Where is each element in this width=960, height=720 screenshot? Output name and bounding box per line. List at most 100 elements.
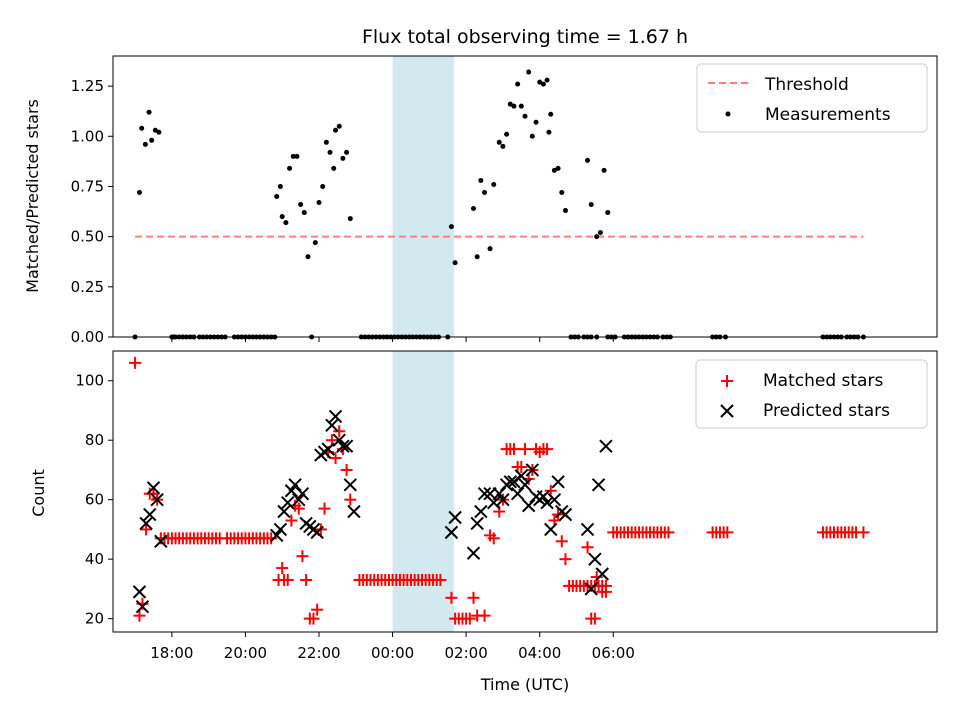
bottom-y-tick-label: 40 bbox=[85, 550, 104, 568]
predicted-star-point bbox=[154, 534, 168, 549]
predicted-star-point bbox=[514, 469, 529, 483]
measurement-point bbox=[142, 141, 148, 147]
predicted-star-point bbox=[139, 516, 153, 531]
measurement-point bbox=[471, 206, 476, 212]
predicted-star-point bbox=[448, 510, 462, 525]
bottom-y-axis-label: Count bbox=[29, 469, 48, 517]
measurement-point bbox=[298, 202, 304, 208]
predicted-star-point bbox=[591, 478, 606, 492]
measurement-point bbox=[597, 230, 603, 236]
matched-star-point bbox=[662, 526, 675, 539]
measurement-point bbox=[507, 101, 513, 107]
bottom-x-ticks: 18:00 20:00 22:00 00:00 02:00 04:00 06:00 bbox=[150, 632, 635, 662]
predicted-star-point bbox=[343, 478, 357, 492]
matched-star-point bbox=[329, 452, 342, 465]
predicted-star-point bbox=[295, 487, 310, 501]
matched-star-point bbox=[590, 570, 603, 583]
measurement-point bbox=[533, 119, 539, 125]
matched-star-point bbox=[307, 612, 320, 625]
measurement-point bbox=[562, 208, 568, 214]
top-y-tick-label: 1.00 bbox=[71, 127, 104, 145]
measurement-point bbox=[139, 125, 145, 131]
x-tick-label: 02:00 bbox=[445, 644, 488, 662]
measurement-point bbox=[540, 81, 546, 87]
measurement-point bbox=[156, 129, 162, 135]
measurement-point bbox=[548, 111, 554, 117]
top-legend: Threshold Measurements bbox=[696, 63, 928, 133]
x-tick-label: 20:00 bbox=[224, 644, 267, 662]
predicted-star-point bbox=[470, 516, 484, 531]
measurement-point bbox=[496, 139, 502, 145]
predicted-star-point bbox=[321, 442, 335, 456]
measurement-point bbox=[320, 183, 326, 189]
predicted-star-point bbox=[487, 495, 501, 510]
top-y-axis-label: Matched/Predicted stars bbox=[23, 99, 42, 293]
measurement-point bbox=[511, 103, 517, 109]
measurement-point bbox=[588, 202, 594, 208]
matched-star-point bbox=[296, 550, 309, 563]
measurement-point bbox=[522, 113, 528, 119]
predicted-star-point bbox=[284, 484, 299, 498]
bottom-y-tick-label: 60 bbox=[85, 491, 104, 509]
measurement-point bbox=[546, 129, 552, 135]
predicted-star-point bbox=[525, 463, 540, 477]
measurement-point bbox=[333, 127, 339, 133]
predicted-star-point bbox=[150, 492, 164, 507]
top-y-tick-label: 1.25 bbox=[71, 77, 104, 95]
bottom-y-tick-label: 20 bbox=[85, 610, 104, 628]
measurement-point bbox=[279, 214, 285, 220]
measurement-point bbox=[491, 181, 497, 187]
predicted-star-point bbox=[558, 507, 573, 522]
measurement-point bbox=[327, 149, 333, 155]
measurement-point bbox=[340, 155, 346, 161]
top-y-tick-label: 0.75 bbox=[71, 177, 104, 195]
bottom-legend: Matched stars Predicted stars bbox=[695, 359, 928, 429]
matched-star-point bbox=[507, 443, 520, 456]
top-y-tick-label: 0.25 bbox=[71, 278, 104, 296]
bottom-y-tick-label: 80 bbox=[85, 431, 104, 449]
legend-predicted-swatch bbox=[720, 404, 734, 418]
matched-star-point bbox=[555, 535, 568, 548]
matched-star-point bbox=[721, 526, 734, 539]
predicted-star-point bbox=[547, 492, 562, 507]
predicted-star-point bbox=[474, 504, 488, 519]
matched-star-point bbox=[300, 573, 313, 586]
predicted-star-point bbox=[143, 507, 157, 522]
x-tick-label: 18:00 bbox=[150, 644, 193, 662]
top-shaded-interval bbox=[392, 56, 454, 337]
matched-star-point bbox=[487, 532, 500, 545]
measurement-point bbox=[526, 69, 532, 75]
top-x-ticks bbox=[171, 337, 614, 342]
predicted-star-point bbox=[521, 498, 536, 513]
top-y-ticks: 0.00 0.25 0.50 0.75 1.00 1.25 bbox=[71, 77, 113, 346]
matched-star-point bbox=[857, 526, 870, 539]
measurement-point bbox=[331, 165, 337, 171]
predicted-star-point bbox=[599, 439, 613, 453]
measurement-point bbox=[347, 216, 353, 222]
measurement-point bbox=[515, 81, 521, 87]
measurement-point bbox=[323, 139, 329, 145]
predicted-star-point bbox=[146, 481, 161, 495]
measurement-point bbox=[594, 234, 600, 240]
predicted-star-point bbox=[588, 552, 602, 566]
matched-star-point bbox=[292, 502, 305, 515]
measurement-point bbox=[152, 127, 158, 133]
matched-star-point bbox=[140, 523, 153, 536]
measurement-point bbox=[316, 200, 322, 206]
measurement-point bbox=[344, 149, 350, 155]
matched-star-point bbox=[445, 591, 458, 604]
measurement-point bbox=[537, 79, 543, 85]
matched-star-point bbox=[541, 443, 554, 456]
predicted-star-point bbox=[325, 418, 339, 433]
predicted-star-point bbox=[292, 492, 306, 507]
x-tick-label: 04:00 bbox=[518, 644, 561, 662]
bottom-y-tick-label: 100 bbox=[75, 372, 104, 390]
matched-star-point bbox=[467, 591, 480, 604]
top-y-tick-label: 0.50 bbox=[71, 228, 104, 246]
matched-star-point bbox=[311, 603, 324, 616]
legend-threshold-label: Threshold bbox=[764, 75, 849, 95]
bottom-plot-marks bbox=[129, 356, 870, 625]
measurement-point bbox=[301, 210, 307, 216]
top-panel: 0.00 0.25 0.50 0.75 1.00 1.25 Matched/Predict… bbox=[23, 55, 938, 346]
